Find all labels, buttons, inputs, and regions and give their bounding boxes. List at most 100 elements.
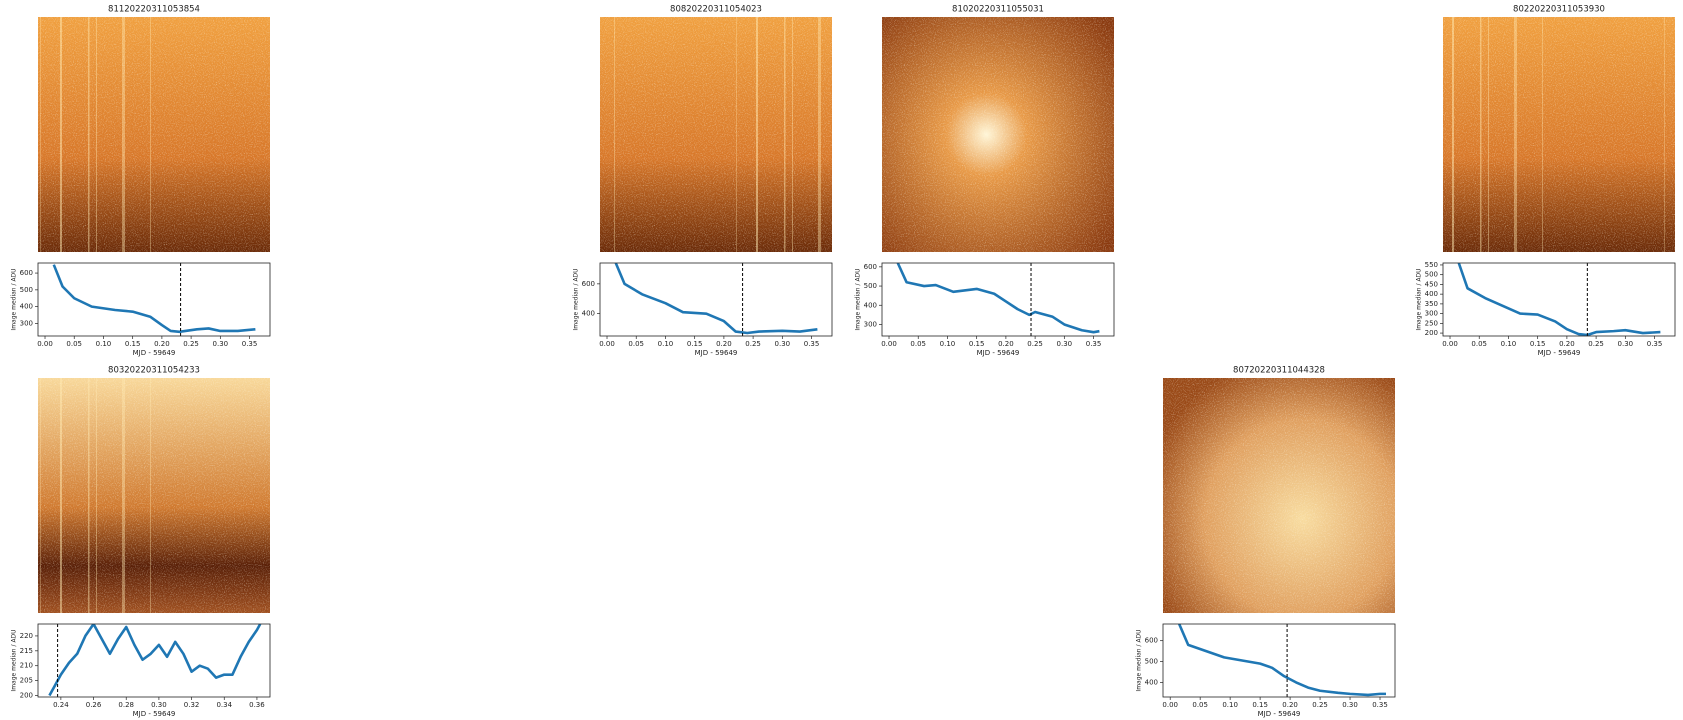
panel-title: 80220220311053930 (1513, 5, 1605, 15)
x-axis-label: MJD - 59649 (133, 710, 176, 718)
y-tick-label: 400 (1145, 678, 1158, 686)
plot-frame (1162, 623, 1396, 698)
y-tick-label: 300 (1425, 310, 1438, 318)
x-tick-label: 0.35 (242, 340, 258, 348)
x-tick-label: 0.30 (151, 701, 167, 709)
x-tick-label: 0.20 (1559, 340, 1575, 348)
y-tick-label: 220 (20, 632, 33, 640)
x-tick-label: 0.25 (1027, 340, 1043, 348)
panel-title: 80720220311044328 (1233, 366, 1325, 376)
data-line (896, 263, 1100, 334)
x-tick-label: 0.34 (216, 701, 232, 709)
x-tick-label: 0.26 (86, 701, 102, 709)
panel-title: 81020220311055031 (952, 5, 1044, 15)
y-tick-label: 500 (1425, 271, 1438, 279)
x-tick-label: 0.35 (1372, 701, 1388, 709)
plot-frame (37, 623, 271, 698)
image-grain (1163, 378, 1395, 613)
y-tick-label: 205 (20, 677, 33, 685)
image-grain (600, 17, 832, 252)
plot-frame (881, 262, 1115, 337)
y-tick-label: 400 (1425, 290, 1438, 298)
x-tick-label: 0.15 (687, 340, 703, 348)
x-tick-label: 0.32 (184, 701, 200, 709)
data-line (1457, 263, 1661, 336)
x-tick-label: 0.30 (775, 340, 791, 348)
panel-title: 81120220311053854 (108, 5, 200, 15)
x-tick-label: 0.10 (1222, 701, 1238, 709)
x-tick-label: 0.25 (183, 340, 199, 348)
y-tick-label: 500 (864, 282, 877, 290)
y-tick-label: 200 (20, 692, 33, 700)
x-axis-label: MJD - 59649 (1258, 710, 1301, 718)
x-tick-label: 0.05 (910, 340, 926, 348)
y-tick-label: 200 (1425, 329, 1438, 337)
data-line (614, 263, 818, 335)
y-tick-label: 550 (1425, 261, 1438, 269)
x-tick-label: 0.28 (118, 701, 134, 709)
x-tick-label: 0.20 (998, 340, 1014, 348)
x-axis-label: MJD - 59649 (133, 349, 176, 357)
plot-frame (37, 262, 271, 337)
x-axis-label: MJD - 59649 (977, 349, 1020, 357)
x-tick-label: 0.30 (213, 340, 229, 348)
x-tick-label: 0.35 (1086, 340, 1102, 348)
x-tick-label: 0.30 (1342, 701, 1358, 709)
x-tick-label: 0.05 (1471, 340, 1487, 348)
y-axis-label: Image median / ADU (11, 268, 18, 330)
x-axis-label: MJD - 59649 (695, 349, 738, 357)
plot-frame (599, 262, 833, 337)
x-tick-label: 0.30 (1618, 340, 1634, 348)
image-grain (38, 378, 270, 613)
x-tick-label: 0.00 (881, 340, 897, 348)
plot-frame (1442, 262, 1676, 337)
x-tick-label: 0.00 (37, 340, 53, 348)
y-axis-label: Image median / ADU (1416, 268, 1423, 330)
x-tick-label: 0.20 (1282, 701, 1298, 709)
y-tick-label: 250 (1425, 319, 1438, 327)
x-tick-label: 0.20 (716, 340, 732, 348)
data-line (52, 264, 256, 334)
y-tick-label: 600 (20, 269, 33, 277)
x-tick-label: 0.05 (66, 340, 82, 348)
image-grain (38, 17, 270, 252)
x-tick-label: 0.15 (1530, 340, 1546, 348)
x-tick-label: 0.24 (53, 701, 69, 709)
y-tick-label: 450 (1425, 280, 1438, 288)
x-tick-label: 0.25 (1588, 340, 1604, 348)
y-tick-label: 400 (20, 303, 33, 311)
x-tick-label: 0.35 (804, 340, 820, 348)
x-tick-label: 0.30 (1057, 340, 1073, 348)
x-tick-label: 0.10 (96, 340, 112, 348)
x-axis-label: MJD - 59649 (1538, 349, 1581, 357)
x-tick-label: 0.25 (745, 340, 761, 348)
x-tick-label: 0.00 (1162, 701, 1178, 709)
image-grain (882, 17, 1114, 252)
y-tick-label: 500 (1145, 658, 1158, 666)
data-line (1177, 624, 1387, 697)
y-tick-label: 600 (1145, 637, 1158, 645)
x-tick-label: 0.10 (1501, 340, 1517, 348)
x-tick-label: 0.00 (599, 340, 615, 348)
image-grain (1443, 17, 1675, 252)
y-tick-label: 600 (582, 280, 595, 288)
x-tick-label: 0.00 (1442, 340, 1458, 348)
x-tick-label: 0.15 (125, 340, 141, 348)
y-tick-label: 400 (582, 310, 595, 318)
x-tick-label: 0.05 (628, 340, 644, 348)
y-tick-label: 600 (864, 263, 877, 271)
y-axis-label: Image median / ADU (11, 629, 18, 691)
y-tick-label: 210 (20, 662, 33, 670)
x-tick-label: 0.05 (1192, 701, 1208, 709)
y-tick-label: 500 (20, 286, 33, 294)
x-tick-label: 0.15 (969, 340, 985, 348)
y-axis-label: Image median / ADU (573, 268, 580, 330)
data-line (48, 624, 262, 697)
y-tick-label: 400 (864, 301, 877, 309)
panel-title: 80320220311054233 (108, 366, 200, 376)
y-tick-label: 215 (20, 647, 33, 655)
y-axis-label: Image median / ADU (855, 268, 862, 330)
x-tick-label: 0.25 (1312, 701, 1328, 709)
x-tick-label: 0.10 (940, 340, 956, 348)
